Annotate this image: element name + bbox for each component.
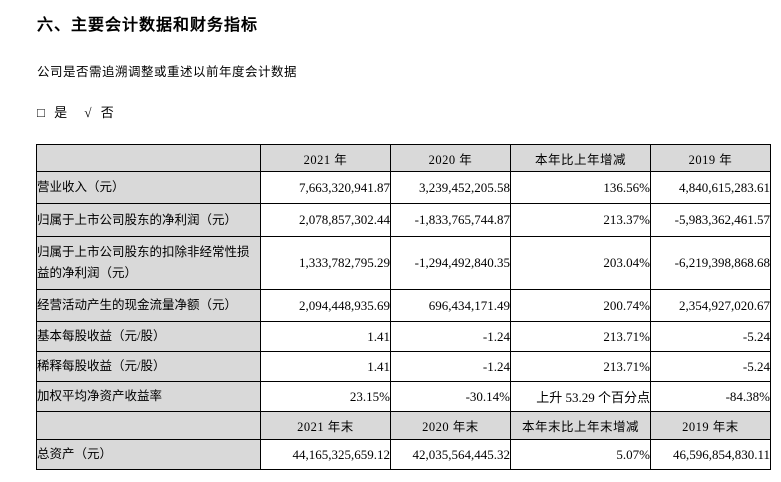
checkmark-icon: √ [84,105,92,120]
value-2021: 44,165,325,659.12 [260,439,391,470]
value-change: 上升 53.29 个百分点 [510,381,651,412]
value-2019: 46,596,854,830.11 [650,439,771,470]
value-2020: 3,239,452,205.58 [390,171,511,204]
table-row-diluted-eps: 稀释每股收益（元/股） 1.41 -1.24 213.71% -5.24 [36,351,771,382]
value-2021: 1.41 [260,351,391,382]
value-2021: 1,333,782,795.29 [260,236,391,290]
row-label: 归属于上市公司股东的扣除非经常性损益的净利润（元） [36,236,261,290]
row-label: 基本每股收益（元/股） [36,321,261,352]
header-change-eoy: 本年末比上年末增减 [510,411,651,440]
value-2020: 42,035,564,445.32 [390,439,511,470]
header-blank-cell [36,411,261,440]
financial-indicators-table: 2021 年 2020 年 本年比上年增减 2019 年 营业收入（元） 7,6… [36,144,771,470]
header-2020-eoy: 2020 年末 [390,411,511,440]
answer-yes-label: 是 [54,105,68,120]
year-end-header-row: 2021 年末 2020 年末 本年末比上年末增减 2019 年末 [36,411,771,440]
value-2021: 7,663,320,941.87 [260,171,391,204]
row-label: 稀释每股收益（元/股） [36,351,261,382]
restatement-question: 公司是否需追溯调整或重述以前年度会计数据 [37,65,298,79]
header-2020: 2020 年 [390,144,511,172]
report-page: 六、主要会计数据和财务指标 公司是否需追溯调整或重述以前年度会计数据 □ 是 √… [0,15,781,482]
header-blank-cell [36,144,261,172]
header-2019: 2019 年 [650,144,771,172]
row-label: 总资产（元） [36,439,261,470]
header-change: 本年比上年增减 [510,144,651,172]
table-row-operating-revenue: 营业收入（元） 7,663,320,941.87 3,239,452,205.5… [36,171,771,204]
row-label: 营业收入（元） [36,171,261,204]
table-row-operating-cash-flow: 经营活动产生的现金流量净额（元） 2,094,448,935.69 696,43… [36,289,771,322]
row-label: 加权平均净资产收益率 [36,381,261,412]
value-2019: -84.38% [650,381,771,412]
value-change: 203.04% [510,236,651,290]
value-change: 5.07% [510,439,651,470]
value-2021: 23.15% [260,381,391,412]
table-row-net-profit-excl-nonrecurring: 归属于上市公司股东的扣除非经常性损益的净利润（元） 1,333,782,795.… [36,236,771,290]
value-2020: -1,833,765,744.87 [390,203,511,237]
value-2019: -5,983,362,461.57 [650,203,771,237]
value-2019: 2,354,927,020.67 [650,289,771,322]
checkbox-unchecked-icon: □ [37,105,45,120]
annual-header-row: 2021 年 2020 年 本年比上年增减 2019 年 [36,144,771,172]
value-change: 213.71% [510,321,651,352]
header-2021-eoy: 2021 年末 [260,411,391,440]
restatement-answer: □ 是 √ 否 [37,105,781,121]
row-label: 归属于上市公司股东的净利润（元） [36,203,261,237]
value-change: 200.74% [510,289,651,322]
header-2021: 2021 年 [260,144,391,172]
answer-no-label: 否 [100,105,114,120]
value-change: 213.71% [510,351,651,382]
value-2020: -1.24 [390,321,511,352]
value-2019: 4,840,615,283.61 [650,171,771,204]
table-row-total-assets: 总资产（元） 44,165,325,659.12 42,035,564,445.… [36,439,771,470]
table-row-weighted-avg-roe: 加权平均净资产收益率 23.15% -30.14% 上升 53.29 个百分点 … [36,381,771,412]
value-2019: -6,219,398,868.68 [650,236,771,290]
header-2019-eoy: 2019 年末 [650,411,771,440]
value-2020: -1.24 [390,351,511,382]
value-change: 136.56% [510,171,651,204]
value-2020: -30.14% [390,381,511,412]
value-2020: 696,434,171.49 [390,289,511,322]
section-title: 六、主要会计数据和财务指标 [37,17,259,34]
value-2019: -5.24 [650,351,771,382]
value-2019: -5.24 [650,321,771,352]
value-change: 213.37% [510,203,651,237]
value-2021: 2,094,448,935.69 [260,289,391,322]
table-row-basic-eps: 基本每股收益（元/股） 1.41 -1.24 213.71% -5.24 [36,321,771,352]
value-2021: 2,078,857,302.44 [260,203,391,237]
table-row-net-profit: 归属于上市公司股东的净利润（元） 2,078,857,302.44 -1,833… [36,203,771,237]
row-label: 经营活动产生的现金流量净额（元） [36,289,261,322]
value-2020: -1,294,492,840.35 [390,236,511,290]
value-2021: 1.41 [260,321,391,352]
